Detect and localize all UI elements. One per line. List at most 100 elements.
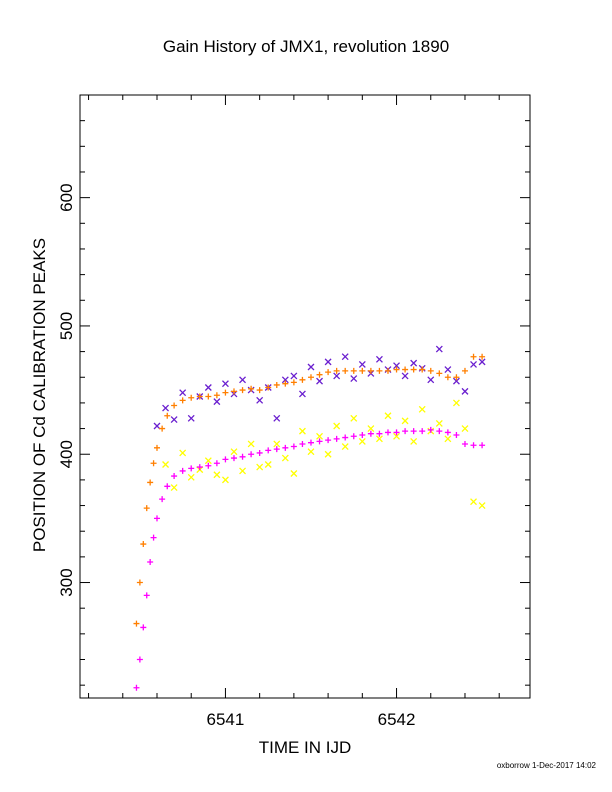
data-point <box>159 496 166 503</box>
data-point <box>376 367 383 374</box>
data-point <box>140 541 147 548</box>
data-point <box>230 455 237 462</box>
data-point <box>170 416 178 424</box>
data-point <box>367 367 374 374</box>
data-point <box>221 380 229 388</box>
data-point <box>171 473 178 480</box>
data-point <box>159 425 166 432</box>
data-point <box>419 366 426 373</box>
data-point <box>478 502 486 510</box>
data-point <box>452 377 460 385</box>
data-point <box>444 374 451 381</box>
data-point <box>342 434 349 441</box>
data-point <box>273 381 280 388</box>
data-point <box>239 467 247 475</box>
data-point <box>410 437 418 445</box>
data-point <box>436 370 443 377</box>
data-point <box>453 374 460 381</box>
data-point <box>213 460 220 467</box>
data-point <box>162 404 170 412</box>
data-point <box>410 366 417 373</box>
data-point <box>248 451 255 458</box>
data-point <box>367 425 375 433</box>
data-point <box>307 374 314 381</box>
data-point <box>376 430 383 437</box>
data-point <box>375 435 383 443</box>
data-point <box>179 467 186 474</box>
data-point <box>196 393 203 400</box>
data-point <box>239 453 246 460</box>
data-point <box>290 379 297 386</box>
data-point <box>444 435 452 443</box>
series-3 <box>133 426 486 691</box>
data-point <box>436 428 443 435</box>
y-tick-label: 500 <box>57 312 76 340</box>
data-point <box>402 428 409 435</box>
data-point <box>444 366 452 374</box>
data-point <box>359 431 366 438</box>
data-point <box>307 363 315 371</box>
data-point <box>393 432 400 440</box>
data-point <box>478 358 486 366</box>
data-point <box>188 394 195 401</box>
data-point <box>147 559 154 566</box>
data-point <box>350 414 358 422</box>
data-point <box>213 398 221 406</box>
data-point <box>179 449 187 457</box>
data-point <box>384 429 391 436</box>
data-point <box>470 353 477 360</box>
data-point <box>281 376 289 384</box>
data-point <box>375 355 383 363</box>
data-point <box>384 412 392 420</box>
data-point <box>179 397 186 404</box>
data-point <box>333 372 341 380</box>
data-point <box>153 422 161 430</box>
data-point <box>298 390 306 398</box>
axis-layer: 6541 6542 300 400 500 600 <box>57 94 530 729</box>
data-point <box>461 387 469 395</box>
data-point <box>143 505 150 512</box>
data-point <box>479 353 486 360</box>
data-point <box>299 376 306 383</box>
x-tick-label: 6542 <box>378 710 416 729</box>
data-point <box>282 444 289 451</box>
data-point <box>187 473 195 481</box>
data-point <box>188 465 195 472</box>
data-point <box>273 440 281 448</box>
data-point <box>265 384 272 391</box>
data-point <box>153 515 160 522</box>
data-point <box>136 579 143 586</box>
series-2 <box>162 399 486 510</box>
data-point <box>427 426 434 433</box>
data-point <box>461 367 468 374</box>
data-point <box>316 438 323 445</box>
data-point <box>150 534 157 541</box>
data-point <box>410 359 418 367</box>
data-point <box>470 360 477 368</box>
data-point <box>230 448 238 456</box>
data-point <box>170 484 178 492</box>
data-point <box>333 422 341 430</box>
data-point <box>333 435 340 442</box>
data-point <box>324 358 332 366</box>
data-point <box>164 412 171 419</box>
y-tick-label: 300 <box>57 568 76 596</box>
data-point <box>316 371 323 378</box>
plot-frame <box>79 94 531 699</box>
data-point <box>221 476 229 484</box>
data-point <box>341 353 349 361</box>
data-point <box>281 454 289 462</box>
data-point <box>453 431 460 438</box>
series-0 <box>153 345 486 430</box>
x-tick-label: 6541 <box>207 710 245 729</box>
data-point <box>247 440 255 448</box>
data-point <box>264 461 272 468</box>
data-point <box>162 461 170 468</box>
data-point <box>316 377 324 385</box>
data-point <box>393 366 400 373</box>
data-point <box>204 457 212 465</box>
data-point <box>333 367 340 374</box>
data-point <box>461 425 469 433</box>
data-point <box>187 414 195 422</box>
data-point <box>419 428 426 435</box>
